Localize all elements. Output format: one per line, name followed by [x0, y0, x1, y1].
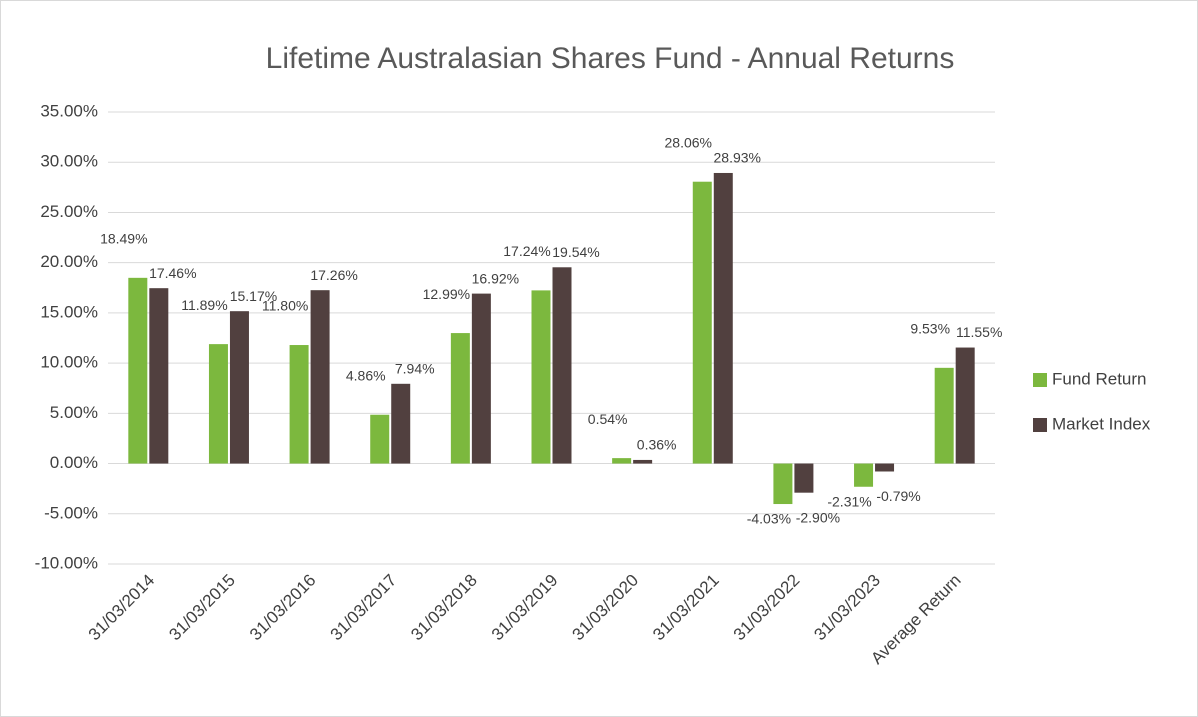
bar [471, 293, 491, 464]
bar [633, 459, 653, 464]
bar [955, 347, 975, 464]
value-label: 28.93% [714, 150, 761, 166]
bar [692, 181, 712, 464]
bar [875, 463, 895, 472]
bar [391, 383, 411, 464]
value-label: 11.55% [956, 324, 1002, 340]
value-label: 17.26% [310, 267, 357, 283]
bar [531, 290, 551, 464]
bar [773, 463, 793, 505]
value-label: 28.06% [665, 134, 712, 150]
legend-label: Fund Return [1052, 369, 1147, 388]
value-label: 12.99% [423, 286, 470, 302]
bar [450, 333, 470, 464]
legend-swatch [1033, 373, 1047, 387]
y-tick-label: 10.00% [40, 353, 98, 372]
value-label: 0.54% [588, 411, 628, 427]
y-tick-label: 20.00% [40, 252, 98, 271]
y-tick-label: 0.00% [50, 453, 98, 472]
y-tick-label: 25.00% [40, 202, 98, 221]
value-label: 0.36% [637, 437, 677, 453]
bar [552, 267, 572, 464]
legend-label: Market Index [1052, 414, 1151, 433]
bar [370, 414, 390, 464]
bar [854, 463, 874, 487]
value-label: 19.54% [552, 244, 599, 260]
value-label: 7.94% [395, 361, 435, 377]
y-tick-label: 5.00% [50, 403, 98, 422]
value-label: 17.24% [503, 243, 550, 259]
bar [149, 288, 169, 464]
bar [612, 458, 632, 464]
value-label: 17.46% [149, 265, 196, 281]
value-label: 11.89% [181, 297, 227, 313]
value-label: -2.90% [796, 509, 840, 525]
y-tick-label: 30.00% [40, 152, 98, 171]
value-label: -4.03% [747, 511, 791, 527]
y-tick-label: 35.00% [40, 101, 98, 120]
y-tick-label: -5.00% [44, 503, 98, 522]
bar [208, 344, 228, 464]
value-label: -2.31% [827, 493, 871, 509]
value-label: 11.80% [262, 298, 308, 314]
value-label: -0.79% [876, 488, 920, 504]
bar [713, 172, 733, 464]
legend-swatch [1033, 418, 1047, 432]
bar [794, 463, 814, 493]
bar [310, 290, 330, 464]
value-label: 16.92% [472, 270, 519, 286]
bar [229, 311, 249, 464]
bar [289, 345, 309, 464]
y-tick-label: 15.00% [40, 302, 98, 321]
chart-title: Lifetime Australasian Shares Fund - Annu… [266, 42, 955, 75]
value-label: 9.53% [910, 321, 950, 337]
value-label: 18.49% [100, 231, 147, 247]
y-tick-label: -10.00% [35, 553, 98, 572]
value-label: 4.86% [346, 367, 386, 383]
value-label: 15.17% [230, 288, 277, 304]
bar [934, 367, 954, 464]
bar [128, 277, 148, 464]
